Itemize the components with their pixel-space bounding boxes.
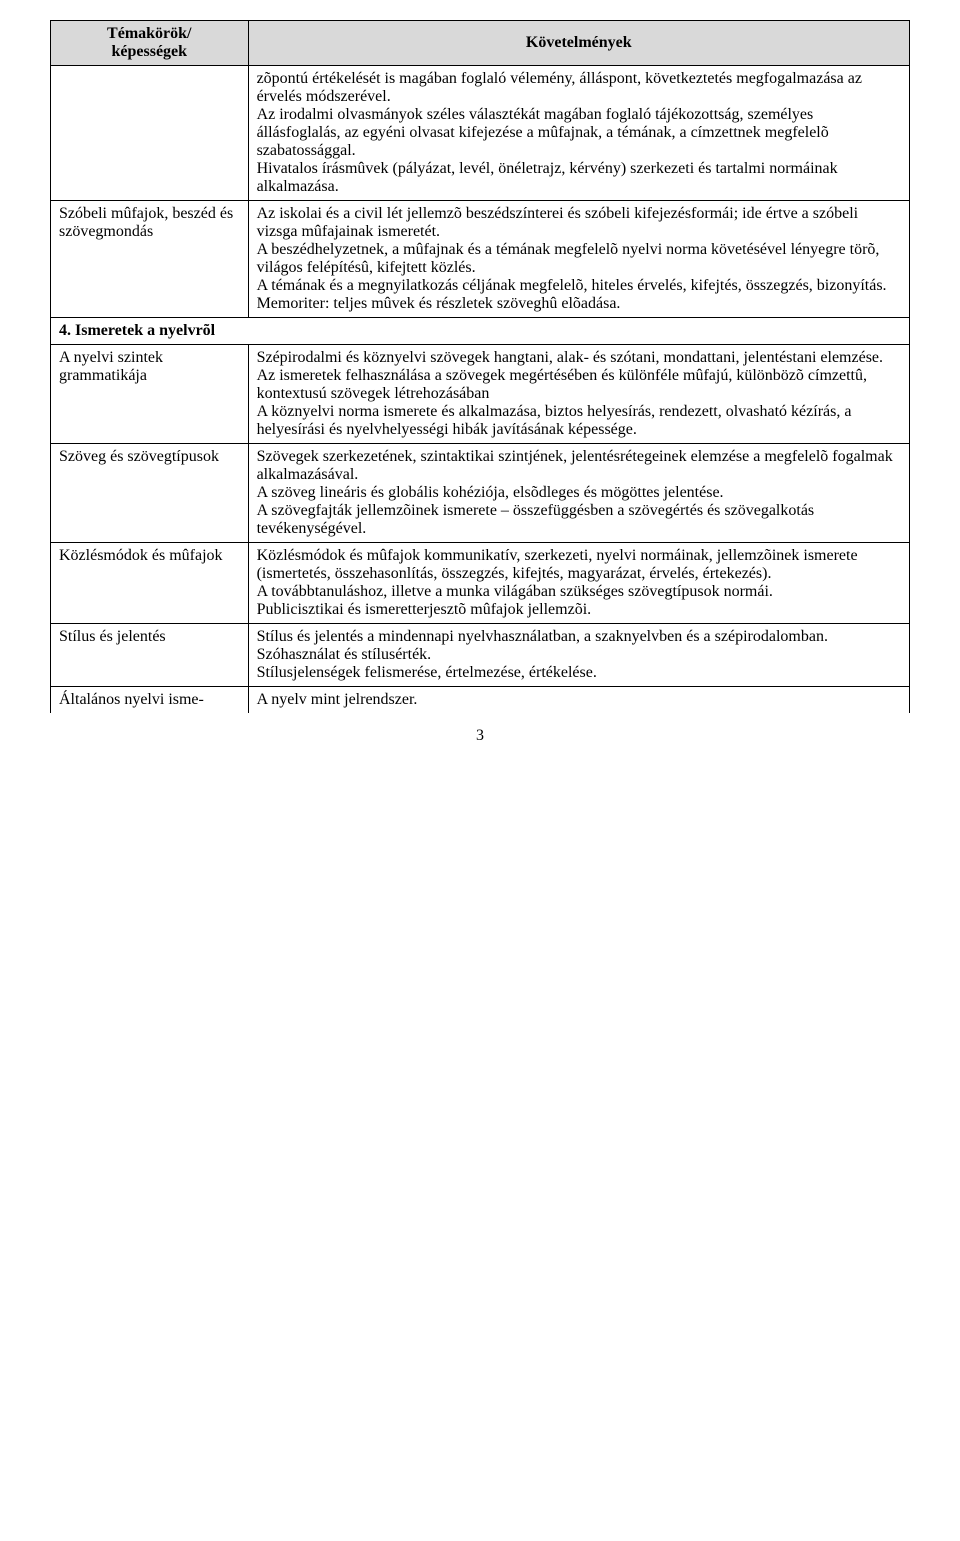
section-heading-row: 4. Ismeretek a nyelvrõl (51, 318, 910, 345)
table-cell: Közlésmódok és mûfajok (51, 543, 249, 624)
table-row: zõpontú értékelését is magában foglaló v… (51, 66, 910, 201)
table-cell: Közlésmódok és mûfajok kommunikatív, sze… (248, 543, 909, 624)
table-row: Szöveg és szövegtípusokSzövegek szerkeze… (51, 444, 910, 543)
requirements-table: Témakörök/ képességek Követelmények zõpo… (50, 20, 910, 713)
table-row: Közlésmódok és mûfajokKözlésmódok és mûf… (51, 543, 910, 624)
table-cell (51, 66, 249, 201)
table-cell: Stílus és jelentés a mindennapi nyelvhas… (248, 624, 909, 687)
section-heading: 4. Ismeretek a nyelvrõl (51, 318, 910, 345)
header-right: Követelmények (248, 21, 909, 66)
table-header-row: Témakörök/ képességek Követelmények (51, 21, 910, 66)
table-row: A nyelvi szintek grammatikájaSzépirodalm… (51, 345, 910, 444)
table-row: Szóbeli mûfajok, beszéd és szövegmondásA… (51, 201, 910, 318)
table-cell: Szóbeli mûfajok, beszéd és szövegmondás (51, 201, 249, 318)
table-row: Stílus és jelentésStílus és jelentés a m… (51, 624, 910, 687)
table-cell: zõpontú értékelését is magában foglaló v… (248, 66, 909, 201)
table-cell: A nyelvi szintek grammatikája (51, 345, 249, 444)
table-cell: Szövegek szerkezetének, szintaktikai szi… (248, 444, 909, 543)
table-cell: Általános nyelvi isme- (51, 687, 249, 714)
header-left: Témakörök/ képességek (51, 21, 249, 66)
table-cell: Szöveg és szövegtípusok (51, 444, 249, 543)
table-cell: A nyelv mint jelrendszer. (248, 687, 909, 714)
table-cell: Szépirodalmi és köznyelvi szövegek hangt… (248, 345, 909, 444)
table-cell: Az iskolai és a civil lét jellemzõ beszé… (248, 201, 909, 318)
table-cell: Stílus és jelentés (51, 624, 249, 687)
page-number: 3 (50, 727, 910, 745)
table-row: Általános nyelvi isme-A nyelv mint jelre… (51, 687, 910, 714)
